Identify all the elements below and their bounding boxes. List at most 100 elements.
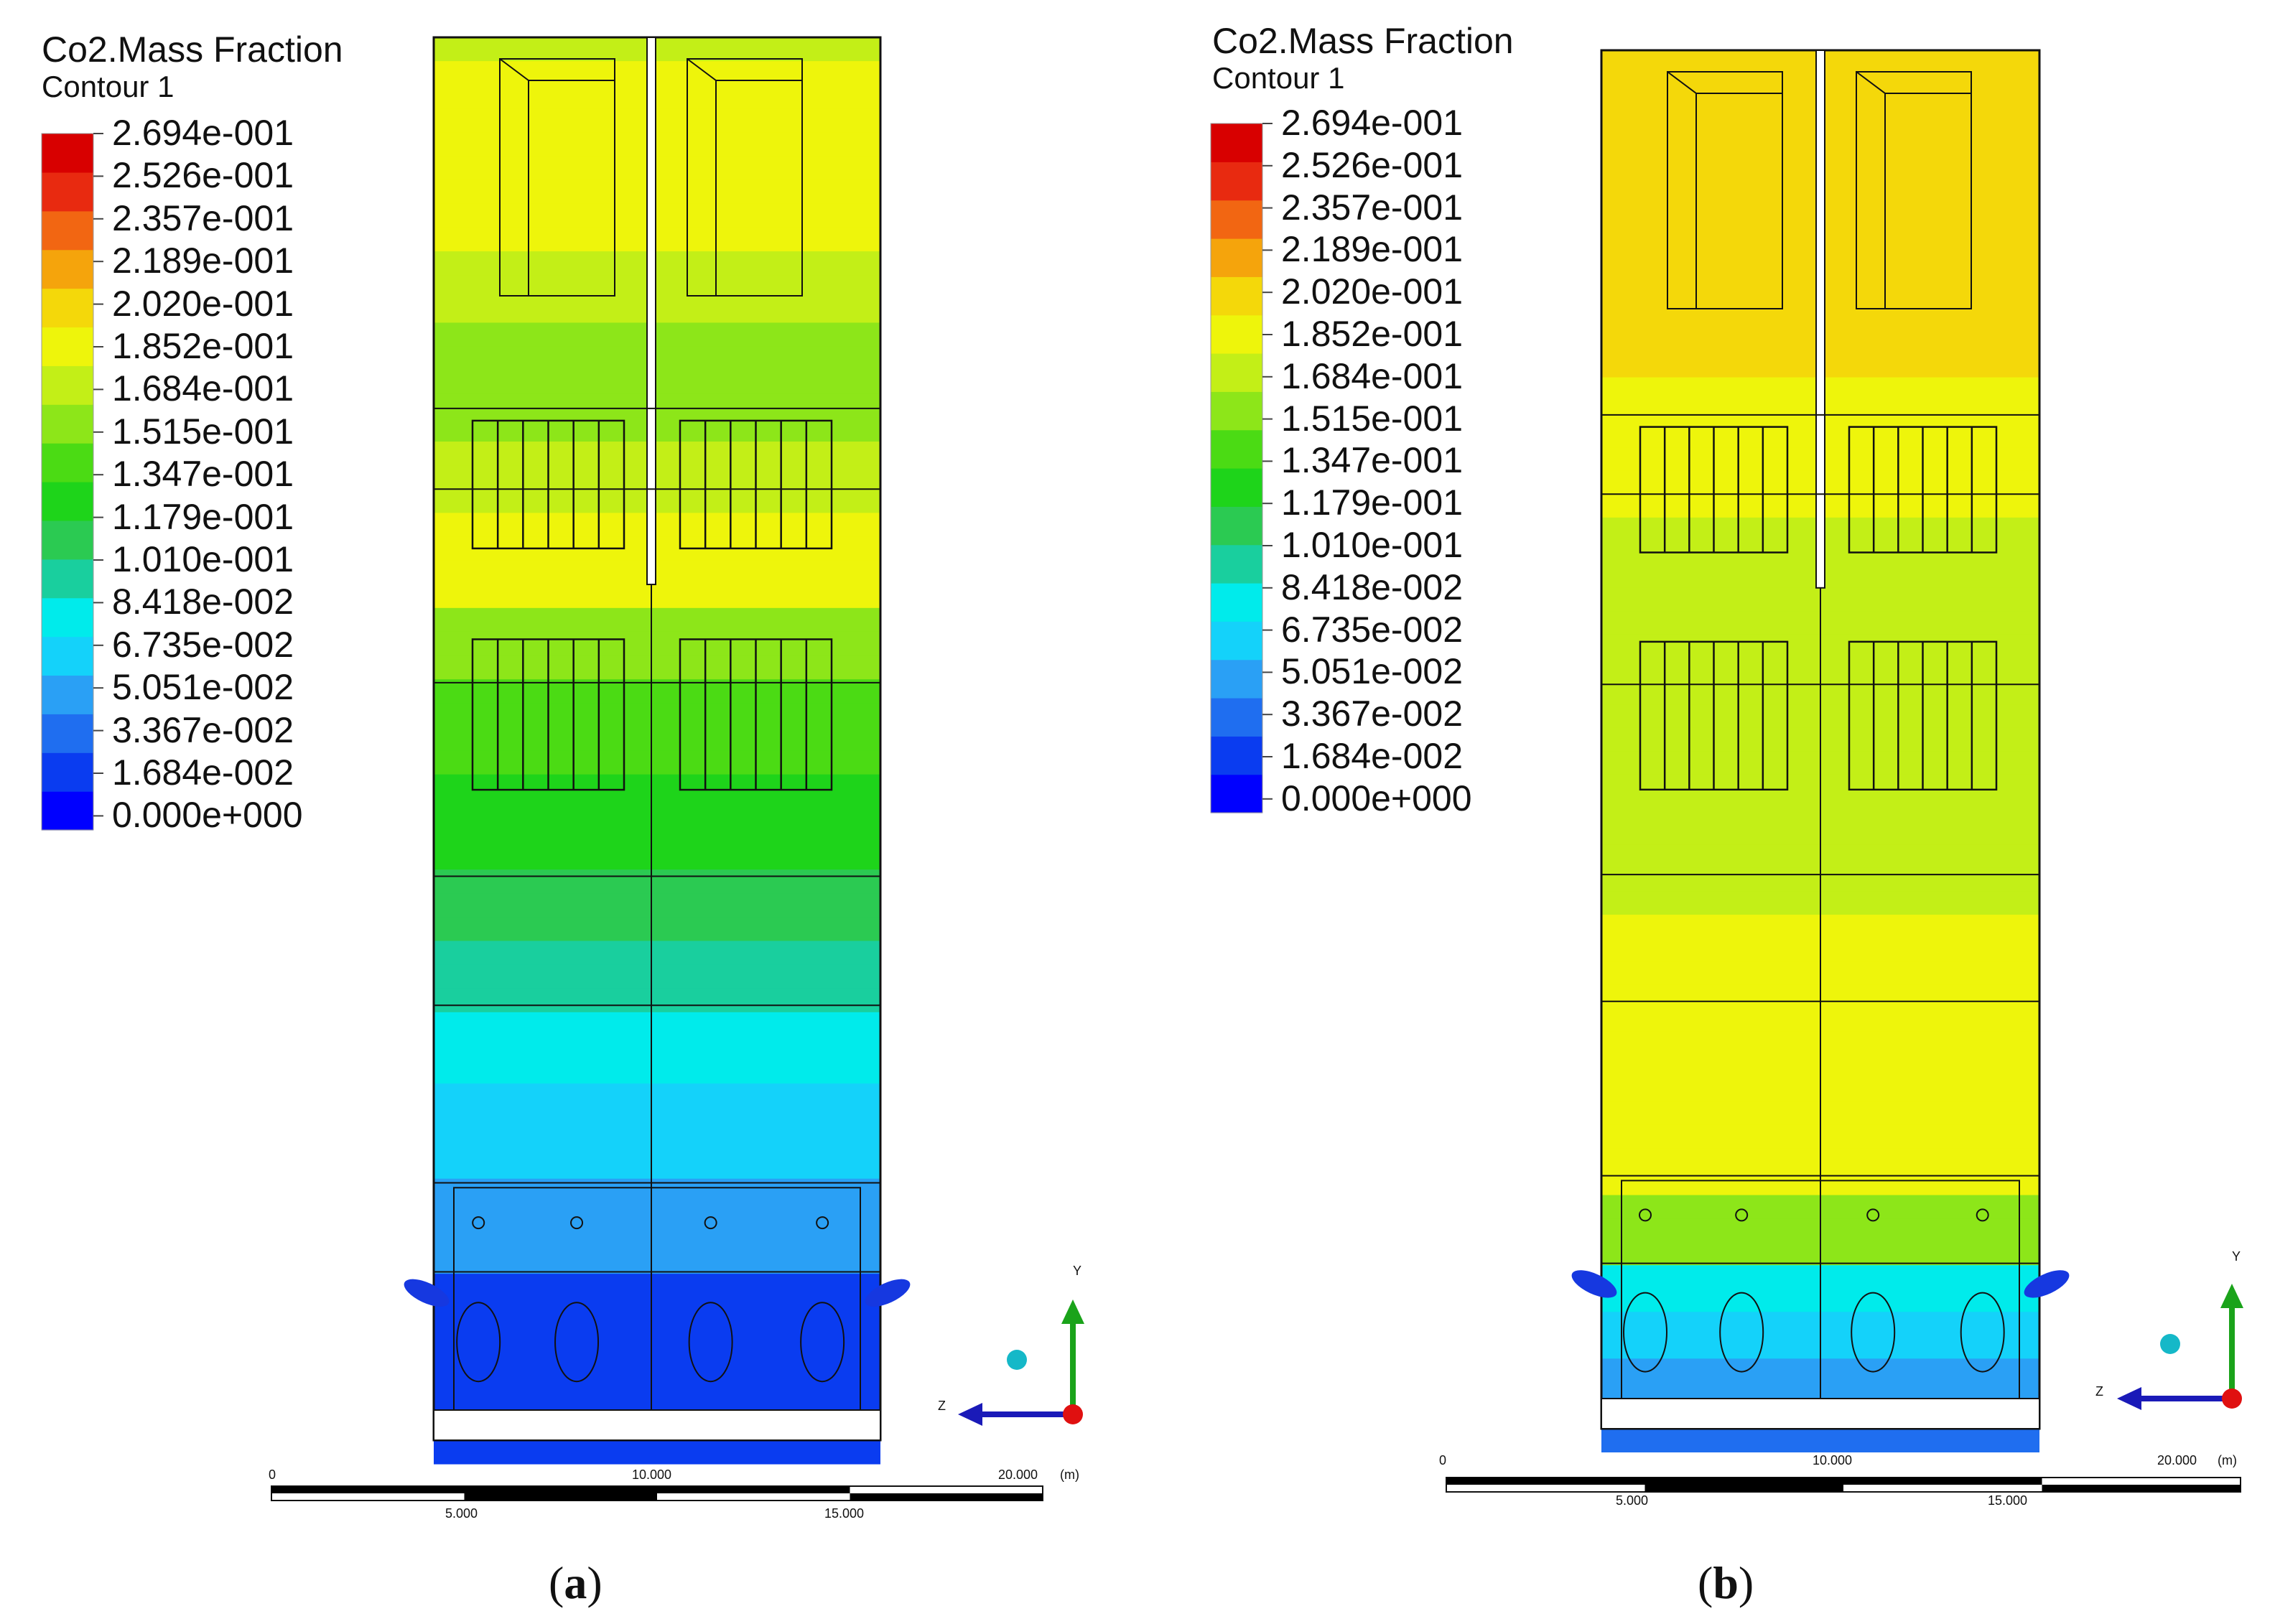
legend-value: 1.684e-002 xyxy=(112,752,294,793)
legend-value: 5.051e-002 xyxy=(1281,651,1464,692)
contour-band xyxy=(434,560,880,585)
legend-value: 2.020e-001 xyxy=(1281,271,1464,312)
contour-band xyxy=(434,1131,880,1156)
legend-value: 1.684e-002 xyxy=(1281,736,1464,776)
axis-y-label: Y xyxy=(2232,1249,2241,1264)
legend-value: 0.000e+000 xyxy=(112,795,303,836)
center-divider-wall xyxy=(1815,50,1825,589)
scale-label-5: 5.000 xyxy=(1616,1493,1649,1508)
contour-panel-a: Co2.Mass Fraction Contour 1 2.694e-001 2.… xyxy=(41,30,1084,1608)
scale-label-0: 0 xyxy=(1439,1453,1447,1467)
legend-color-segment xyxy=(42,714,93,753)
legend-color-segment xyxy=(1211,621,1262,661)
legend-color-segment xyxy=(1211,774,1262,813)
contour-band xyxy=(434,1274,880,1298)
contour-band xyxy=(434,750,880,775)
contour-band xyxy=(434,513,880,537)
legend-value: 1.347e-001 xyxy=(112,454,294,495)
legend-color-segment xyxy=(42,327,93,366)
scale-label-0: 0 xyxy=(269,1467,276,1482)
contour-band xyxy=(434,1321,880,1345)
legend-color-segment xyxy=(42,249,93,289)
legend-color-segment xyxy=(1211,468,1262,507)
legend-value: 0.000e+000 xyxy=(1281,778,1472,818)
legend-color-segment xyxy=(1211,353,1262,392)
legend-value: 2.357e-001 xyxy=(112,197,294,238)
separator-edge xyxy=(499,58,529,81)
contour-band xyxy=(434,1368,880,1394)
legend-value: 1.684e-001 xyxy=(1281,355,1464,396)
legend-value: 8.418e-002 xyxy=(1281,566,1464,607)
legend-color-segment xyxy=(42,482,93,521)
contour-band xyxy=(434,85,880,109)
burner-ellipse xyxy=(1719,1292,1764,1373)
contour-band xyxy=(434,941,880,966)
legend-color-segment xyxy=(1211,659,1262,699)
separator-edge xyxy=(1856,71,1886,94)
axis-y-arrowhead xyxy=(2220,1284,2243,1308)
legend-color-segment xyxy=(1211,698,1262,737)
legend-color-segment xyxy=(42,443,93,482)
separator-box-inner xyxy=(1695,93,1783,309)
contour-band xyxy=(434,655,880,680)
contour-band xyxy=(434,227,880,252)
injector-jet xyxy=(2024,1270,2070,1298)
contour-band xyxy=(434,846,880,870)
scale-label-20: 20.000 xyxy=(998,1467,1038,1482)
legend-bar-outline xyxy=(1210,123,1263,813)
axis-z-label: Z xyxy=(2095,1384,2103,1399)
axis-origin xyxy=(1063,1404,1083,1424)
legend-value: 1.010e-001 xyxy=(1281,525,1464,565)
contour-band xyxy=(434,465,880,490)
scale-bar-segment xyxy=(464,1493,657,1501)
contour-band xyxy=(434,607,880,633)
legend-value: 2.189e-001 xyxy=(112,241,294,281)
axis-z-label: Z xyxy=(938,1399,946,1413)
legend-value: 1.010e-001 xyxy=(112,539,294,579)
contour-band xyxy=(434,370,880,395)
contour-band xyxy=(434,727,880,752)
legend-subtitle: Contour 1 xyxy=(42,70,175,103)
axis-z-arrowhead xyxy=(2117,1387,2141,1410)
scale-label-10: 10.000 xyxy=(1813,1453,1853,1467)
legend-title: Co2.Mass Fraction xyxy=(1212,21,1514,61)
legend-color-segment xyxy=(1211,736,1262,775)
hopper-base xyxy=(433,1409,881,1441)
legend-color-segment xyxy=(42,365,93,405)
contour-band xyxy=(434,1226,880,1251)
contour-band xyxy=(434,1250,880,1274)
scale-label-10: 10.000 xyxy=(632,1467,672,1482)
legend-color-segment xyxy=(1211,276,1262,316)
contour-band xyxy=(434,1440,880,1465)
axis-y-arrowhead xyxy=(1061,1299,1084,1324)
nozzle xyxy=(1735,1208,1749,1222)
contour-band xyxy=(434,893,880,918)
nozzle xyxy=(704,1216,717,1230)
axis-z-arrowhead xyxy=(958,1403,982,1426)
separator-edge xyxy=(1667,71,1697,94)
scale-bar-segment xyxy=(1446,1478,1843,1485)
legend-value: 5.051e-002 xyxy=(112,667,294,708)
legend-color-segment xyxy=(1211,391,1262,431)
legend-value: 2.020e-001 xyxy=(112,283,294,324)
legend-value: 1.179e-001 xyxy=(112,496,294,537)
scale-bar-segment xyxy=(850,1493,1043,1501)
legend-color-segment xyxy=(42,675,93,714)
contour-band xyxy=(434,442,880,466)
injector-jet xyxy=(1571,1270,1617,1298)
caption-letter: b xyxy=(1713,1557,1739,1608)
contour-band xyxy=(434,489,880,513)
contour-band xyxy=(434,251,880,276)
nozzle xyxy=(816,1216,829,1230)
burner-ellipse xyxy=(554,1302,600,1383)
legend-value: 3.367e-002 xyxy=(112,709,294,750)
nozzle xyxy=(1976,1208,1989,1222)
legend-color-segment xyxy=(42,210,93,251)
nozzle xyxy=(570,1216,584,1230)
burner-ellipse xyxy=(1623,1292,1667,1373)
light-sphere-icon xyxy=(1007,1350,1027,1370)
light-sphere-icon xyxy=(2160,1334,2180,1354)
axis-origin xyxy=(2222,1389,2242,1409)
figure-caption: (b) xyxy=(1698,1557,1754,1608)
contour-band xyxy=(434,964,880,989)
